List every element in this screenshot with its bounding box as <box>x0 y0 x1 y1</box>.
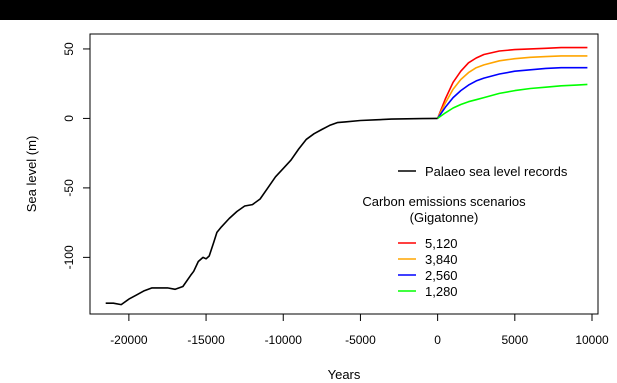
legend-label: Palaeo sea level records <box>425 164 568 179</box>
plot-frame <box>89 33 599 315</box>
x-tick-label: -10000 <box>265 333 303 347</box>
series-line-5-120 <box>436 46 588 119</box>
top-black-bar <box>0 0 617 20</box>
series-line-2-560 <box>436 66 588 119</box>
y-axis-label: Sea level (m) <box>24 136 39 213</box>
legend-label: 2,560 <box>425 268 458 283</box>
legend-label: 3,840 <box>425 252 458 267</box>
y-axis: -100 -50 0 50 <box>62 42 90 269</box>
legend: Palaeo sea level records Carbon emissions… <box>362 164 568 299</box>
x-tick-label: 5000 <box>501 333 528 347</box>
x-tick-label: -20000 <box>110 333 148 347</box>
y-tick-label: 50 <box>62 42 76 56</box>
y-tick-label: -50 <box>62 179 76 197</box>
series-line-3-840 <box>436 55 588 119</box>
legend-group-title: Carbon emissions scenarios <box>362 194 526 209</box>
y-tick-label: 0 <box>62 115 76 122</box>
x-axis: -20000 -15000 -10000 -5000 0 5000 10000 <box>110 314 609 347</box>
legend-group-title: (Gigatonne) <box>410 210 479 225</box>
x-tick-label: 10000 <box>575 333 609 347</box>
series-line-palaeo-sea-level-records <box>105 117 438 306</box>
x-axis-label: Years <box>328 367 361 382</box>
x-tick-label: -5000 <box>345 333 376 347</box>
series-lines <box>105 46 588 306</box>
legend-label: 5,120 <box>425 236 458 251</box>
legend-label: 1,280 <box>425 284 458 299</box>
y-tick-label: -100 <box>62 245 76 269</box>
x-tick-label: 0 <box>434 333 441 347</box>
series-line-1-280 <box>437 83 588 120</box>
x-tick-label: -15000 <box>187 333 225 347</box>
